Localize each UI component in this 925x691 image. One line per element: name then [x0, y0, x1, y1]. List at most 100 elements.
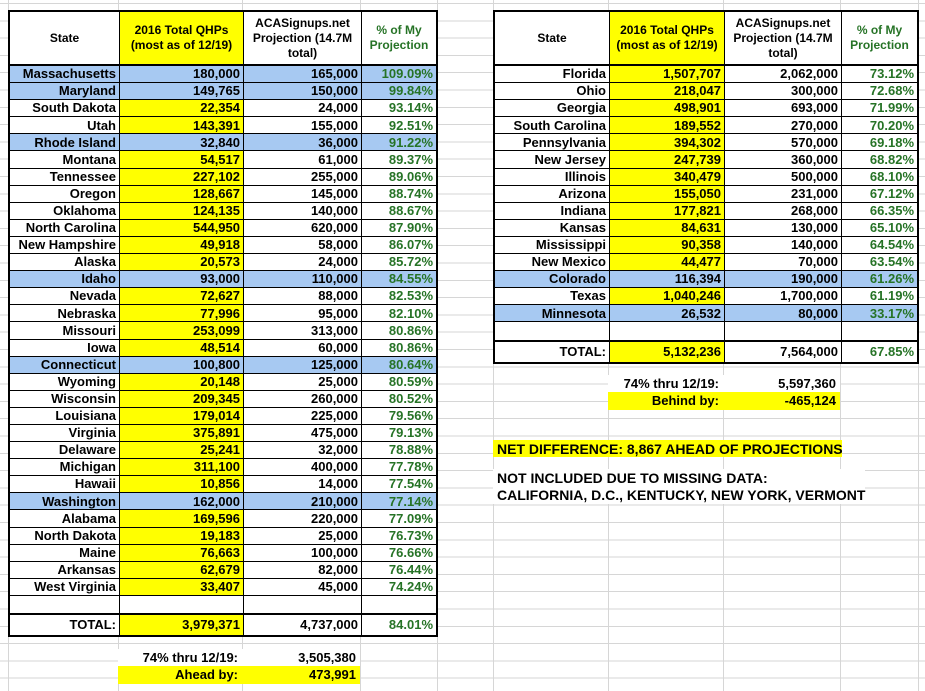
left-delta-value[interactable]: 473,991 — [242, 666, 360, 684]
qhp-cell[interactable]: 169,596 — [120, 510, 244, 528]
state-cell[interactable]: New Hampshire — [10, 236, 120, 255]
pct-cell[interactable]: 61.19% — [842, 288, 917, 306]
pct-cell[interactable]: 88.74% — [362, 185, 436, 203]
state-cell[interactable]: Connecticut — [10, 356, 120, 374]
state-cell[interactable]: North Carolina — [10, 219, 120, 237]
projection-cell[interactable]: 190,000 — [725, 271, 842, 289]
qhp-cell[interactable]: 54,517 — [120, 151, 244, 169]
pct-cell[interactable]: 68.82% — [842, 151, 917, 169]
qhp-cell[interactable]: 22,354 — [120, 100, 244, 118]
projection-cell[interactable]: 270,000 — [725, 117, 842, 135]
projection-cell[interactable]: 100,000 — [244, 544, 362, 562]
pct-cell[interactable]: 66.35% — [842, 202, 917, 220]
projection-cell[interactable]: 125,000 — [244, 356, 362, 374]
projection-cell[interactable]: 255,000 — [244, 168, 362, 186]
qhp-cell[interactable]: 143,391 — [120, 117, 244, 135]
projection-cell[interactable]: 25,000 — [244, 527, 362, 545]
projection-cell[interactable]: 1,700,000 — [725, 288, 842, 306]
qhp-cell[interactable]: 227,102 — [120, 168, 244, 186]
total-qhp-cell[interactable]: 5,132,236 — [610, 341, 725, 362]
pct-cell[interactable]: 77.54% — [362, 476, 436, 494]
total-label-cell[interactable]: TOTAL: — [495, 341, 610, 362]
state-cell[interactable]: Georgia — [495, 100, 610, 118]
pct-cell[interactable]: 77.09% — [362, 510, 436, 528]
qhp-cell[interactable]: 177,821 — [610, 202, 725, 220]
projection-cell[interactable]: 82,000 — [244, 561, 362, 579]
state-cell[interactable]: Rhode Island — [10, 134, 120, 152]
qhp-cell[interactable]: 77,996 — [120, 305, 244, 323]
empty-cell[interactable] — [10, 595, 120, 613]
empty-cell[interactable] — [120, 595, 244, 613]
pct-cell[interactable]: 99.84% — [362, 83, 436, 101]
qhp-cell[interactable]: 100,800 — [120, 356, 244, 374]
qhp-cell[interactable]: 32,840 — [120, 134, 244, 152]
pct-cell[interactable]: 80.52% — [362, 390, 436, 408]
right-delta-value[interactable]: -465,124 — [723, 392, 840, 410]
state-cell[interactable]: Arkansas — [10, 561, 120, 579]
state-cell[interactable]: Nebraska — [10, 305, 120, 323]
qhp-cell[interactable]: 26,532 — [610, 305, 725, 323]
qhp-cell[interactable]: 247,739 — [610, 151, 725, 169]
pct-cell[interactable]: 91.22% — [362, 134, 436, 152]
projection-cell[interactable]: 225,000 — [244, 407, 362, 425]
state-cell[interactable]: Wyoming — [10, 373, 120, 391]
projection-cell[interactable]: 500,000 — [725, 168, 842, 186]
qhp-cell[interactable]: 90,358 — [610, 236, 725, 255]
total-pct-cell[interactable]: 67.85% — [842, 341, 917, 362]
qhp-cell[interactable]: 44,477 — [610, 254, 725, 272]
projection-cell[interactable]: 165,000 — [244, 66, 362, 84]
qhp-cell[interactable]: 20,573 — [120, 254, 244, 272]
state-cell[interactable]: Pennsylvania — [495, 134, 610, 152]
pct-cell[interactable]: 82.10% — [362, 305, 436, 323]
empty-cell[interactable] — [725, 322, 842, 340]
column-header-projection[interactable]: ACASignups.net Projection (14.7M total) — [725, 12, 842, 66]
pct-cell[interactable]: 80.64% — [362, 356, 436, 374]
pct-cell[interactable]: 86.07% — [362, 236, 436, 255]
state-cell[interactable]: Iowa — [10, 339, 120, 357]
pct-cell[interactable]: 82.53% — [362, 288, 436, 306]
projection-cell[interactable]: 70,000 — [725, 254, 842, 272]
pct-cell[interactable]: 64.54% — [842, 236, 917, 255]
pct-cell[interactable]: 77.14% — [362, 493, 436, 511]
pct-cell[interactable]: 65.10% — [842, 219, 917, 237]
projection-cell[interactable]: 313,000 — [244, 322, 362, 340]
pct-cell[interactable]: 33.17% — [842, 305, 917, 323]
qhp-cell[interactable]: 149,765 — [120, 83, 244, 101]
pct-cell[interactable]: 76.44% — [362, 561, 436, 579]
projection-cell[interactable]: 24,000 — [244, 254, 362, 272]
qhp-cell[interactable]: 544,950 — [120, 219, 244, 237]
state-cell[interactable]: Oklahoma — [10, 202, 120, 220]
column-header-pct[interactable]: % of My Projection — [362, 12, 436, 66]
projection-cell[interactable]: 24,000 — [244, 100, 362, 118]
projection-cell[interactable]: 150,000 — [244, 83, 362, 101]
qhp-cell[interactable]: 218,047 — [610, 83, 725, 101]
qhp-cell[interactable]: 498,901 — [610, 100, 725, 118]
state-cell[interactable]: Missouri — [10, 322, 120, 340]
state-cell[interactable]: Louisiana — [10, 407, 120, 425]
projection-cell[interactable]: 95,000 — [244, 305, 362, 323]
state-cell[interactable]: Hawaii — [10, 476, 120, 494]
projection-cell[interactable]: 268,000 — [725, 202, 842, 220]
pct-cell[interactable]: 76.66% — [362, 544, 436, 562]
pct-cell[interactable]: 80.86% — [362, 322, 436, 340]
pct-cell[interactable]: 61.26% — [842, 271, 917, 289]
qhp-cell[interactable]: 394,302 — [610, 134, 725, 152]
pct-cell[interactable]: 109.09% — [362, 66, 436, 84]
pct-cell[interactable]: 85.72% — [362, 254, 436, 272]
pct-cell[interactable]: 63.54% — [842, 254, 917, 272]
qhp-cell[interactable]: 62,679 — [120, 561, 244, 579]
qhp-cell[interactable]: 1,040,246 — [610, 288, 725, 306]
pct-cell[interactable]: 69.18% — [842, 134, 917, 152]
net-difference-banner[interactable]: NET DIFFERENCE: 8,867 AHEAD OF PROJECTIO… — [493, 440, 843, 458]
pct-cell[interactable]: 80.59% — [362, 373, 436, 391]
projection-cell[interactable]: 260,000 — [244, 390, 362, 408]
qhp-cell[interactable]: 340,479 — [610, 168, 725, 186]
projection-cell[interactable]: 140,000 — [244, 202, 362, 220]
pct-cell[interactable]: 72.68% — [842, 83, 917, 101]
left-benchmark-value[interactable]: 3,505,380 — [242, 649, 360, 667]
state-cell[interactable]: Utah — [10, 117, 120, 135]
state-cell[interactable]: Alaska — [10, 254, 120, 272]
column-header-state[interactable]: State — [495, 12, 610, 66]
column-header-pct[interactable]: % of My Projection — [842, 12, 917, 66]
empty-cell[interactable] — [244, 595, 362, 613]
